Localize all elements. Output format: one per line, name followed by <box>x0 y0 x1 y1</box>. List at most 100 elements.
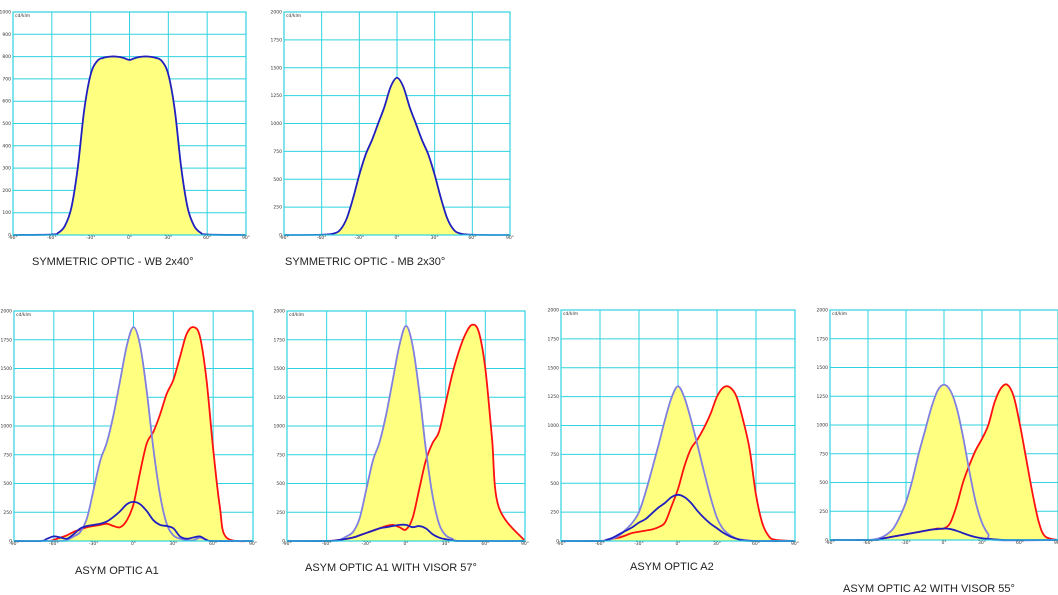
chart-asym-a2: 0 250 500 750 1000 1250 1500 1750 2000 -90° -60° -3… <box>545 304 805 580</box>
x-tick-label: 0° <box>394 235 399 241</box>
chart-caption: ASYM OPTIC A2 <box>630 561 714 573</box>
y-tick-label: 700 <box>2 76 11 82</box>
y-tick-label: 1250 <box>548 394 560 400</box>
series-line-red <box>13 326 254 543</box>
y-tick-label: 250 <box>3 510 12 516</box>
series-fill-0 <box>13 56 246 235</box>
x-tick-label: 90° <box>242 235 250 241</box>
y-tick-label: 0 <box>279 233 282 239</box>
series-fill-0 <box>284 77 510 235</box>
series-line-blue <box>283 76 511 236</box>
y-tick-label: 400 <box>2 143 11 149</box>
series-line-red <box>560 385 796 542</box>
plot-frame <box>12 11 247 236</box>
y-tick-label: 500 <box>276 481 285 487</box>
series-fill-1 <box>561 386 795 542</box>
y-tick-label: 1250 <box>271 93 283 99</box>
y-tick-label: 1000 <box>1 424 13 430</box>
x-tick-label: 0° <box>127 235 132 241</box>
x-tick-label: -60° <box>49 541 59 547</box>
y-tick-label: 2000 <box>548 308 560 314</box>
y-tick-label: 250 <box>550 510 559 516</box>
y-tick-label: 800 <box>2 54 11 60</box>
x-tick-label: 30° <box>442 541 450 547</box>
x-tick-label: -90° <box>825 540 835 546</box>
y-tick-label: 1500 <box>817 365 829 371</box>
series-fill-0 <box>287 324 525 542</box>
x-tick-label: -60° <box>317 235 327 241</box>
y-tick-label: 1500 <box>271 65 283 71</box>
x-tick-label: 60° <box>468 235 476 241</box>
x-tick-label: -90° <box>9 541 19 547</box>
y-tick-label: 1250 <box>817 394 829 400</box>
series-fill-0 <box>561 386 795 542</box>
y-tick-label: 250 <box>819 509 828 515</box>
y-tick-label: 750 <box>550 452 559 458</box>
y-tick-label: 100 <box>2 210 11 216</box>
x-tick-label: 0° <box>131 541 136 547</box>
x-tick-label: -60° <box>863 540 873 546</box>
unit-label: cd/klm <box>832 311 847 317</box>
plot-frame <box>829 309 1058 541</box>
y-tick-label: 0 <box>8 233 11 239</box>
y-tick-label: 1500 <box>548 365 560 371</box>
y-tick-label: 200 <box>2 188 11 194</box>
plot-frame <box>286 310 526 542</box>
y-tick-label: 0 <box>556 539 559 545</box>
chart-svg: 0 250 500 750 1000 1250 1500 1750 2000 -90° -60° -3… <box>274 309 529 548</box>
y-tick-label: 0 <box>9 539 12 545</box>
chart-svg: 0 100 200 300 400 500 600 700 800 900 1000 -90° -60°… <box>0 10 250 242</box>
chart-svg: 0 250 500 750 1000 1250 1500 1750 2000 -90° -60° -3… <box>271 10 514 242</box>
y-tick-label: 1000 <box>274 424 286 430</box>
y-tick-label: 600 <box>2 99 11 105</box>
series-line-lightblue <box>829 383 1058 542</box>
unit-label: cd/klm <box>286 13 301 19</box>
y-tick-label: 500 <box>2 121 11 127</box>
y-tick-label: 500 <box>3 481 12 487</box>
x-tick-label: -60° <box>322 541 332 547</box>
x-tick-label: -30° <box>901 540 911 546</box>
x-tick-label: 0° <box>675 541 680 547</box>
y-tick-label: 750 <box>819 451 828 457</box>
x-tick-label: 90° <box>506 235 514 241</box>
y-tick-label: 500 <box>819 480 828 486</box>
y-tick-label: 2000 <box>817 308 829 314</box>
x-tick-label: 60° <box>203 235 211 241</box>
x-tick-label: 60° <box>1016 540 1024 546</box>
series-line-blue <box>13 501 254 543</box>
chart-asym-a1-visor: 0 250 500 750 1000 1250 1500 1750 2000 -90° -60° -3… <box>273 304 535 580</box>
chart-caption: ASYM OPTIC A1 <box>75 565 159 577</box>
chart-caption: ASYM OPTIC A1 WITH VISOR 57° <box>305 562 477 574</box>
plot-frame <box>283 11 511 236</box>
x-tick-label: 60° <box>752 541 760 547</box>
series-line-lightblue <box>560 385 796 543</box>
y-tick-label: 300 <box>2 166 11 172</box>
y-tick-label: 1000 <box>271 121 283 127</box>
x-tick-label: 30° <box>713 541 721 547</box>
y-tick-label: 750 <box>3 452 12 458</box>
series-line-lightblue <box>286 325 526 543</box>
series-fill-0 <box>14 327 253 542</box>
y-tick-label: 1750 <box>1 337 13 343</box>
x-tick-label: 60° <box>481 541 489 547</box>
y-tick-label: 2000 <box>1 309 13 315</box>
series-line-blue <box>12 55 247 236</box>
chart-symmetric-wb: 0 100 200 300 400 500 600 700 800 900 1000 -90° -60°… <box>0 4 260 274</box>
chart-asym-a2-visor: 0 250 500 750 1000 1250 1500 1750 2000 -90° -60° -3… <box>817 304 1058 595</box>
series-line-blue <box>560 493 796 542</box>
x-tick-label: -30° <box>86 235 96 241</box>
y-tick-label: 1250 <box>274 395 286 401</box>
x-tick-label: 60° <box>209 541 217 547</box>
y-tick-label: 1250 <box>1 395 13 401</box>
series-fill-1 <box>14 327 253 542</box>
x-tick-label: 0° <box>403 541 408 547</box>
plot-frame <box>13 310 254 542</box>
y-tick-label: 2000 <box>271 10 283 16</box>
x-tick-label: -30° <box>362 541 372 547</box>
unit-label: cd/klm <box>15 13 30 19</box>
y-tick-label: 2000 <box>274 309 286 315</box>
chart-asym-a1: 0 250 500 750 1000 1250 1500 1750 2000 -90° -60° -3… <box>0 304 265 580</box>
y-tick-label: 900 <box>2 32 11 38</box>
y-tick-label: 500 <box>550 481 559 487</box>
y-tick-label: 1750 <box>817 336 829 342</box>
